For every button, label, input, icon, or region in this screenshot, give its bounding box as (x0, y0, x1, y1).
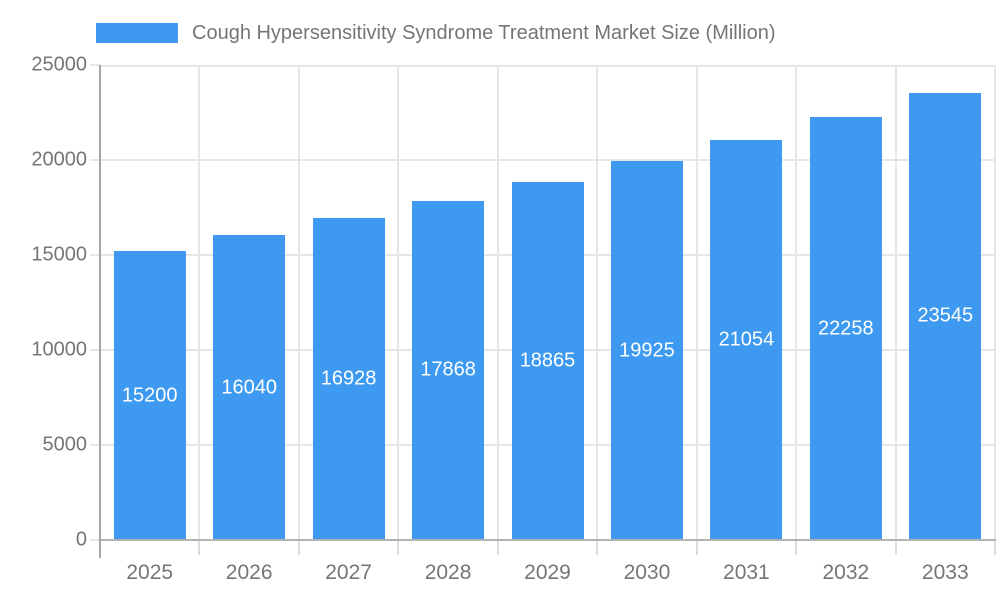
x-tick (795, 540, 798, 555)
y-tick (90, 159, 100, 161)
x-tick (596, 540, 599, 555)
bar[interactable]: 15200 (113, 251, 186, 540)
x-axis-label: 2025 (126, 561, 174, 584)
x-axis-label: 2027 (325, 561, 372, 584)
x-axis-label: 2031 (723, 561, 770, 584)
bar[interactable]: 17868 (412, 200, 485, 540)
y-tick (90, 444, 100, 446)
x-gridline (596, 65, 599, 540)
bar[interactable]: 22258 (809, 117, 882, 540)
y-tick (90, 254, 100, 256)
y-axis-label: 25000 (31, 53, 87, 76)
bar[interactable]: 21054 (710, 139, 783, 540)
y-gridline (100, 65, 995, 67)
y-tick (90, 539, 100, 541)
x-gridline (297, 65, 300, 540)
bar-value-label: 23545 (917, 304, 974, 327)
legend[interactable]: Cough Hypersensitivity Syndrome Treatmen… (96, 22, 776, 44)
bar-value-label: 16928 (320, 367, 377, 390)
x-axis-line (99, 539, 996, 541)
bar-value-label: 19925 (619, 339, 675, 362)
y-axis-label: 10000 (31, 338, 87, 361)
bar[interactable]: 16928 (312, 218, 385, 540)
bar-value-label: 18865 (519, 349, 576, 372)
x-gridline (496, 65, 499, 540)
y-axis-label: 20000 (31, 148, 87, 171)
x-axis-label: 2032 (822, 561, 870, 584)
bar[interactable]: 23545 (909, 92, 982, 540)
y-axis-line (99, 65, 101, 558)
plot-area: 15200 16040 16928 17868 18865 19925 21054 22258… (100, 65, 996, 540)
y-gridline (100, 159, 995, 161)
x-axis-label: 2033 (921, 561, 969, 584)
x-gridline (994, 65, 996, 540)
x-tick (695, 540, 698, 555)
x-axis-label: 2029 (524, 561, 571, 584)
bar[interactable]: 18865 (511, 181, 584, 540)
x-gridline (397, 65, 400, 540)
bar[interactable]: 16040 (213, 235, 286, 540)
x-gridline (695, 65, 698, 540)
bar-value-label: 17868 (420, 358, 476, 381)
x-gridline (198, 65, 201, 540)
y-axis-label: 15000 (31, 243, 87, 266)
y-axis-label: 0 (75, 528, 87, 551)
x-gridline (894, 65, 897, 540)
x-gridline (795, 65, 798, 540)
legend-swatch-icon (96, 23, 178, 43)
x-tick (198, 540, 201, 555)
y-tick (90, 349, 100, 351)
bar[interactable]: 19925 (610, 161, 683, 540)
x-tick (994, 540, 996, 555)
y-axis-label: 5000 (42, 433, 88, 456)
x-tick (894, 540, 897, 555)
x-axis-label: 2030 (623, 561, 671, 584)
x-tick (496, 540, 499, 555)
x-tick (397, 540, 400, 555)
x-tick (297, 540, 300, 555)
legend-title: Cough Hypersensitivity Syndrome Treatmen… (192, 21, 776, 44)
bar-value-label: 16040 (221, 376, 277, 399)
bar-value-label: 21054 (718, 328, 775, 351)
y-tick (90, 64, 100, 66)
x-axis-label: 2026 (225, 561, 273, 584)
x-axis-label: 2028 (424, 561, 472, 584)
bar-value-label: 15200 (121, 384, 178, 407)
bar-value-label: 22258 (818, 317, 874, 340)
